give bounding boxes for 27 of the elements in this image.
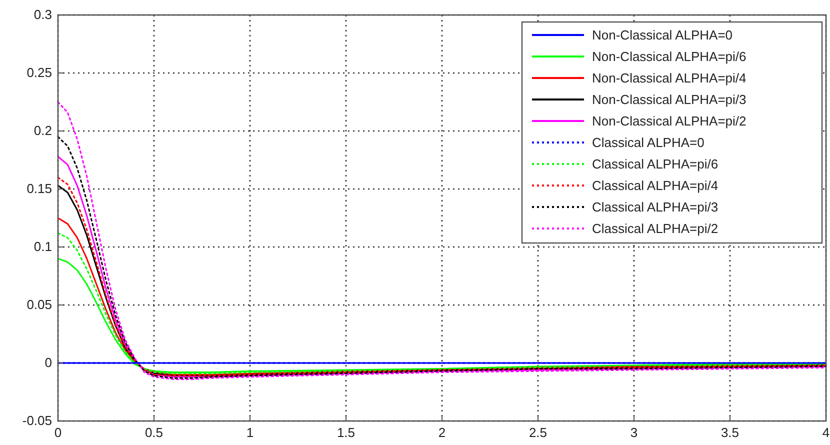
y-tick-label: 0.15	[26, 181, 52, 196]
legend-label: Non-Classical ALPHA=0	[592, 28, 733, 42]
x-tick-label: 1	[246, 425, 254, 440]
legend-label: Non-Classical ALPHA=pi/3	[592, 92, 746, 107]
legend-label: Non-Classical ALPHA=pi/4	[592, 70, 746, 86]
x-tick-label: 4	[822, 425, 830, 440]
x-tick-label: 3.5	[720, 425, 740, 440]
legend-label: Classical ALPHA=pi/4	[592, 178, 718, 193]
x-tick-label: 0	[54, 425, 62, 440]
x-tick-label: 1.5	[336, 425, 356, 440]
legend-label: Classical ALPHA=0	[592, 135, 704, 150]
y-tick-label: 0.05	[26, 297, 52, 312]
legend-label: Classical ALPHA=pi/6	[592, 156, 718, 172]
y-tick-label: 0.1	[34, 239, 52, 254]
y-tick-label: 0.2	[34, 123, 52, 138]
x-tick-label: 0.5	[144, 425, 164, 440]
legend-label: Non-Classical ALPHA=pi/2	[592, 114, 746, 128]
x-tick-label: 2.5	[528, 425, 548, 440]
y-tick-label: 0.25	[26, 65, 52, 80]
x-tick-label: 2	[438, 425, 446, 440]
y-tick-label: 0	[44, 355, 52, 370]
x-tick-label: 3	[630, 425, 638, 440]
legend-label: Classical ALPHA=pi/2	[592, 221, 718, 236]
y-tick-label: 0.3	[34, 7, 52, 22]
legend-label: Classical ALPHA=pi/3	[592, 200, 718, 214]
legend-label: Non-Classical ALPHA=pi/6	[592, 49, 746, 64]
y-tick-label: -0.05	[22, 413, 52, 428]
